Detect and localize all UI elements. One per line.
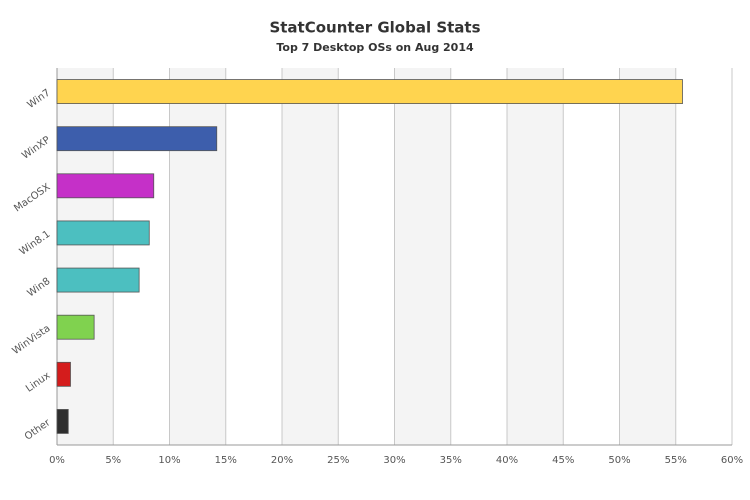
bar (56, 126, 218, 152)
bar (56, 361, 71, 387)
x-tick-label: 30% (383, 455, 405, 466)
plot-stripe (394, 68, 451, 445)
bar (56, 173, 155, 199)
plot-stripe (282, 68, 339, 445)
plot-stripe (113, 68, 170, 445)
x-tick-label: 40% (496, 455, 518, 466)
y-tick-label: Win7 (26, 87, 53, 110)
x-tick-label: 25% (327, 455, 349, 466)
x-tick-label: 5% (105, 455, 121, 466)
y-tick-label: Other (23, 417, 53, 443)
x-tick-label: 35% (440, 455, 462, 466)
y-tick-label: WinXP (20, 135, 52, 162)
bar (56, 79, 683, 104)
bar (56, 314, 95, 340)
x-tick-label: 20% (271, 455, 293, 466)
x-tick-label: 15% (215, 455, 237, 466)
x-tick-label: 50% (608, 455, 630, 466)
y-tick-label: MacOSX (12, 182, 52, 215)
chart-subtitle: Top 7 Desktop OSs on Aug 2014 (276, 41, 474, 54)
chart-title: StatCounter Global Stats (269, 19, 480, 37)
x-tick-label: 45% (552, 455, 574, 466)
y-tick-label: Win8 (26, 276, 53, 299)
plot-stripe (450, 68, 507, 445)
bar (56, 220, 150, 246)
x-tick-label: 10% (158, 455, 180, 466)
plot-stripe (57, 68, 114, 445)
x-tick-label: 0% (49, 455, 65, 466)
plot-stripe (225, 68, 282, 445)
y-tick-label: Win8.1 (18, 229, 53, 258)
plot-stripe (507, 68, 564, 445)
bar (56, 267, 140, 293)
y-tick-label: WinVista (11, 323, 53, 357)
x-tick-label: 60% (721, 455, 743, 466)
x-tick-label: 55% (665, 455, 687, 466)
plot-stripe (563, 68, 620, 445)
y-tick-label: Linux (24, 370, 52, 395)
plot-stripe (675, 68, 732, 445)
plot-stripe (169, 68, 226, 445)
plot-stripe (619, 68, 676, 445)
bar (56, 409, 69, 434)
plot-stripe (338, 68, 395, 445)
